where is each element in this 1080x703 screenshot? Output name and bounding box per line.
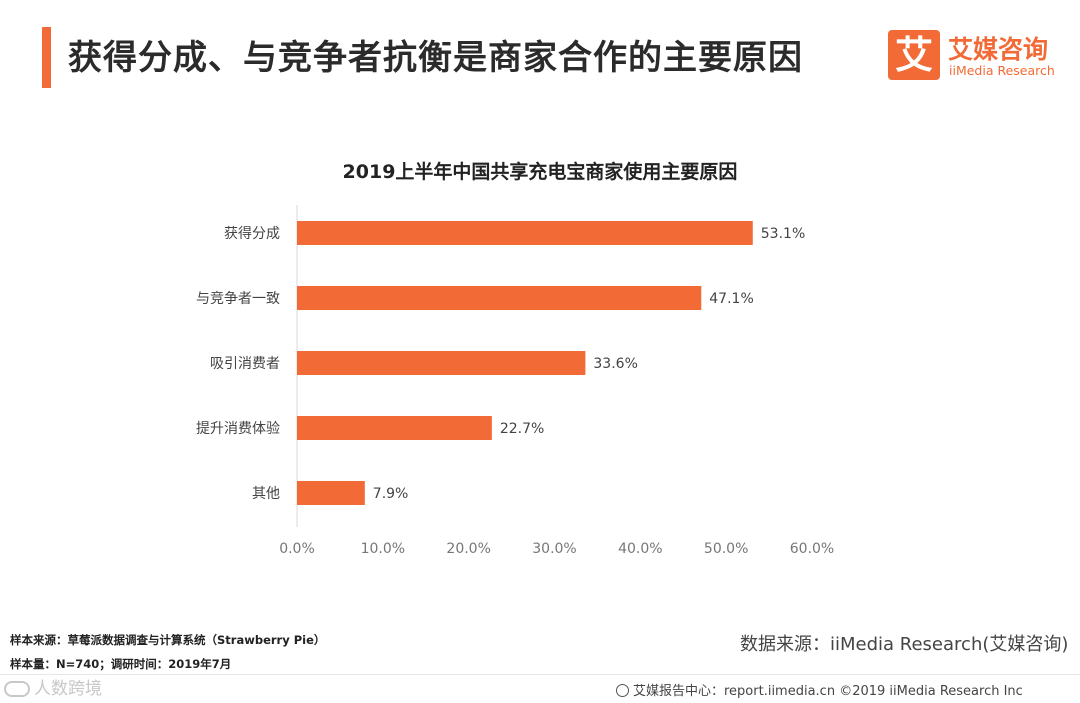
x-tick-label-2: 20.0% (446, 541, 490, 557)
logo-name-cn: 艾媒咨询 (948, 35, 1049, 64)
globe-icon (616, 684, 629, 697)
chart-title: 2019上半年中国共享充电宝商家使用主要原因 (342, 161, 738, 183)
category-label-4: 其他 (252, 486, 280, 502)
category-label-3: 提升消费体验 (196, 421, 280, 437)
bar-1 (297, 286, 702, 310)
bar-0 (297, 221, 753, 245)
value-label-1: 47.1% (709, 291, 753, 307)
watermark-icon (4, 681, 30, 697)
bar-2 (297, 351, 586, 375)
logo-name-en: iiMedia Research (949, 63, 1055, 78)
x-tick-label-5: 50.0% (704, 541, 748, 557)
watermark-text: 人数跨境 (34, 679, 102, 699)
logo-mark: 艾 (888, 30, 940, 80)
sample-source-note: 样本来源：草莓派数据调查与计算系统（Strawberry Pie） (10, 633, 326, 647)
watermark: 人数跨境 (4, 674, 102, 699)
value-label-4: 7.9% (373, 486, 409, 502)
x-tick-label-1: 10.0% (361, 541, 405, 557)
bar-4 (297, 481, 365, 505)
x-tick-label-4: 40.0% (618, 541, 662, 557)
data-source: 数据来源：iiMedia Research(艾媒咨询) (740, 634, 1069, 655)
category-label-1: 与竞争者一致 (196, 290, 280, 307)
category-label-2: 吸引消费者 (210, 356, 280, 372)
bar-3 (297, 416, 492, 440)
footer: 艾媒报告中心：report.iimedia.cn ©2019 iiMedia R… (616, 680, 1023, 699)
footer-text: 艾媒报告中心：report.iimedia.cn ©2019 iiMedia R… (633, 684, 1023, 699)
footer-divider (0, 674, 1080, 675)
x-tick-label-0: 0.0% (279, 541, 315, 557)
brand-logo: 艾 艾媒咨询 iiMedia Research (888, 30, 1063, 82)
page-title: 获得分成、与竞争者抗衡是商家合作的主要原因 (68, 38, 803, 78)
x-tick-label-6: 60.0% (790, 541, 834, 557)
value-label-0: 53.1% (761, 226, 805, 242)
category-label-0: 获得分成 (224, 225, 280, 242)
sample-size-note: 样本量：N=740；调研时间：2019年7月 (10, 657, 232, 671)
value-label-2: 33.6% (593, 356, 637, 372)
x-tick-label-3: 30.0% (532, 541, 576, 557)
value-label-3: 22.7% (500, 421, 544, 437)
title-accent-bar (42, 27, 51, 88)
